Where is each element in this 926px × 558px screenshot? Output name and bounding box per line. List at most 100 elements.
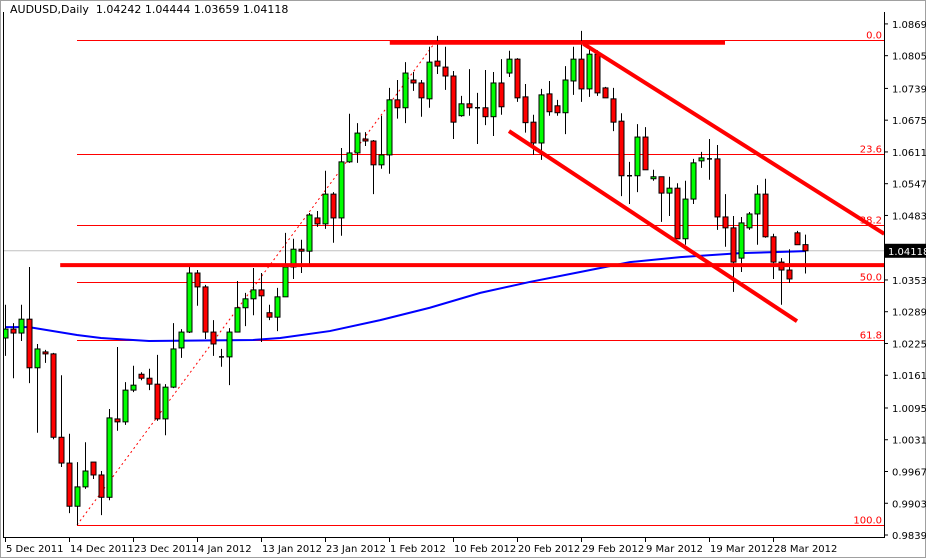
candle <box>450 71 457 140</box>
candle-body <box>3 328 9 339</box>
candle-body <box>506 58 513 74</box>
candle <box>426 46 433 108</box>
candle-body <box>770 236 777 263</box>
candle-body <box>82 470 89 488</box>
candle <box>770 233 777 279</box>
candle <box>738 216 745 273</box>
candle <box>106 408 113 501</box>
candle <box>98 471 105 516</box>
candle <box>650 169 657 181</box>
candle <box>162 384 169 436</box>
candle-body <box>602 87 609 99</box>
candle <box>674 183 681 240</box>
channel-lower-line <box>507 129 799 323</box>
y-tick-label: 0.98390 <box>892 531 926 542</box>
candle-body <box>466 103 473 109</box>
y-tick-label: 1.08690 <box>892 20 926 31</box>
candle <box>602 86 609 99</box>
candle-body <box>730 227 737 263</box>
candle <box>754 185 761 245</box>
candle <box>170 323 177 389</box>
candle-body <box>114 418 121 423</box>
candle <box>346 113 353 163</box>
y-tick-label: 1.01610 <box>892 371 926 382</box>
candle-body <box>386 99 393 156</box>
x-tick-label: 4 Jan 2012 <box>198 544 252 555</box>
fib-level-label: 0.0 <box>866 31 882 42</box>
candle <box>354 123 361 163</box>
candle <box>802 234 809 274</box>
y-tick-label: 1.06750 <box>892 116 926 127</box>
candle <box>402 62 409 124</box>
candle-body <box>338 161 345 219</box>
candle <box>594 50 601 96</box>
candle-body <box>442 66 449 77</box>
candle <box>50 352 57 440</box>
candle <box>514 58 521 102</box>
candle <box>762 178 769 238</box>
candle-body <box>738 222 745 259</box>
candle <box>466 69 473 116</box>
candle-body <box>666 187 673 194</box>
candle <box>682 180 689 245</box>
candle <box>634 124 641 193</box>
candle-body <box>634 136 641 177</box>
candle-body <box>266 312 273 318</box>
fib-level-label: 50.0 <box>860 273 882 284</box>
candle <box>210 320 217 356</box>
fib-trend-line <box>76 39 438 526</box>
candle-body <box>570 58 577 82</box>
y-tick-label: 1.02250 <box>892 339 926 350</box>
ohlc-readout: 1.04242 1.04444 1.03659 1.04118 <box>95 3 289 16</box>
candle <box>698 151 705 168</box>
candle-body <box>138 373 145 379</box>
candle-body <box>642 136 649 171</box>
candle-body <box>194 272 201 288</box>
candle-body <box>178 331 185 349</box>
candle-body <box>450 75 457 123</box>
candle-body <box>106 417 113 498</box>
x-tick-label: 19 Mar 2012 <box>710 544 773 555</box>
candle-body <box>434 60 441 67</box>
candle-body <box>554 105 561 114</box>
candle <box>642 127 649 171</box>
candle-body <box>10 328 17 334</box>
moving-average-line <box>5 250 806 342</box>
candle-body <box>306 214 313 252</box>
candle-body <box>698 157 705 162</box>
candle <box>226 328 233 386</box>
candle <box>562 66 569 135</box>
candle <box>298 239 305 274</box>
candle <box>746 211 753 230</box>
candle <box>370 140 377 195</box>
candle <box>490 72 497 137</box>
candle <box>522 83 529 133</box>
candle-body <box>690 162 697 200</box>
candle <box>330 192 337 243</box>
candle <box>475 92 480 144</box>
candle-body <box>378 154 385 166</box>
candle-body <box>18 318 25 334</box>
x-tick-label: 9 Mar 2012 <box>646 544 703 555</box>
x-tick-label: 20 Feb 2012 <box>518 544 580 555</box>
candle <box>10 323 17 379</box>
candle <box>410 72 417 91</box>
candle-body <box>202 286 209 333</box>
candle-body <box>130 384 137 391</box>
candle-body <box>242 298 249 309</box>
symbol-label: AUDUSD,Daily <box>10 3 89 16</box>
candle-body <box>226 331 233 358</box>
candle <box>794 230 801 246</box>
candle-body <box>42 351 49 355</box>
candle <box>74 462 81 526</box>
candle-body <box>298 248 305 252</box>
candle <box>322 170 329 229</box>
candle-body <box>322 193 329 225</box>
candle-body <box>274 296 281 318</box>
candle-body <box>786 269 793 280</box>
candle <box>458 95 465 117</box>
candle-body <box>186 272 193 333</box>
candle-body <box>650 176 657 180</box>
